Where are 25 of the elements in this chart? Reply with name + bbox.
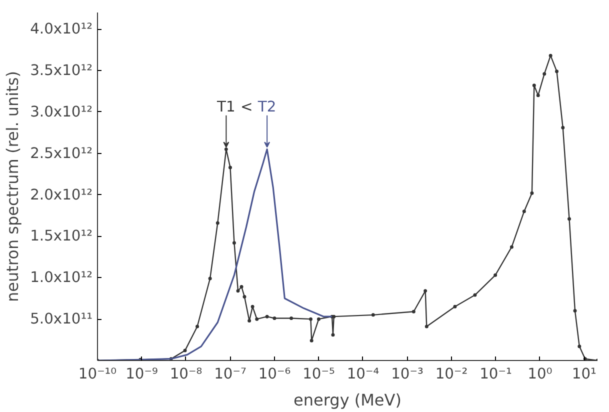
x-tick-label: 10⁰ bbox=[528, 366, 552, 382]
annotation: T1 bbox=[216, 98, 236, 116]
x-tick-label: 10¹ bbox=[572, 366, 597, 382]
y-tick-label: 5.0x10¹¹ bbox=[30, 310, 93, 328]
y-tick-label: 2.5x10¹² bbox=[30, 144, 93, 162]
x-tick-label: 10⁻⁶ bbox=[258, 366, 291, 382]
x-tick-label: 10⁻⁷ bbox=[214, 366, 246, 382]
x-tick-label: 10⁻⁸ bbox=[170, 366, 202, 382]
x-axis-title: energy (MeV) bbox=[294, 390, 402, 410]
x-tick-label: 10⁻⁴ bbox=[346, 366, 380, 382]
x-tick-label: 10⁻⁵ bbox=[302, 366, 335, 382]
y-tick-label: 4.0x10¹² bbox=[30, 20, 93, 38]
annotation: T2 bbox=[256, 98, 276, 116]
y-axis-title: neutron spectrum (rel. units) bbox=[3, 71, 22, 302]
x-tick-label: 10⁻¹⁰ bbox=[78, 366, 117, 382]
x-tick-label: 10⁻⁹ bbox=[126, 366, 158, 382]
y-tick-label: 3.5x10¹² bbox=[30, 62, 93, 79]
x-tick-label: 10⁻² bbox=[435, 366, 468, 382]
y-tick-label: 2.0x10¹² bbox=[30, 186, 93, 204]
annotation: < bbox=[240, 98, 253, 116]
y-tick-label: 3.0x10¹² bbox=[30, 103, 93, 120]
y-tick-label: 1.0x10¹² bbox=[30, 269, 93, 286]
x-tick-label: 10⁻³ bbox=[391, 366, 424, 382]
x-tick-label: 10⁻¹ bbox=[480, 366, 512, 382]
y-tick-label: 1.5x10¹² bbox=[30, 228, 93, 245]
